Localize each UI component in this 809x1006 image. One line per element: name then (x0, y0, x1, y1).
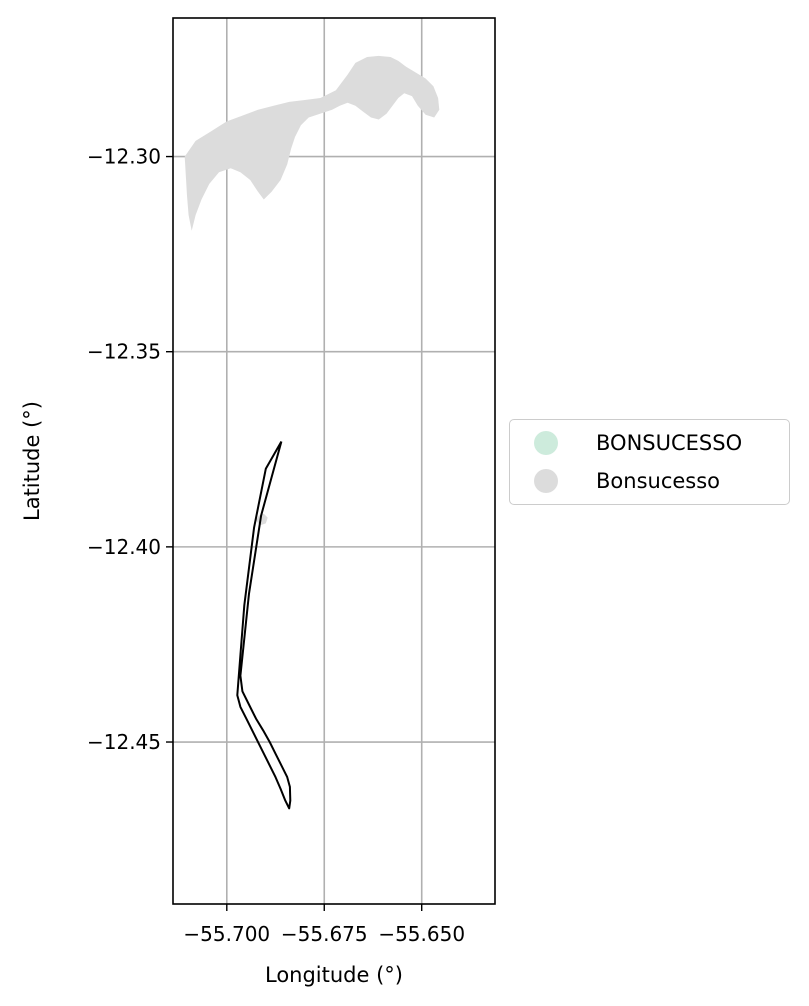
legend-marker-bonsucesso-upper (534, 431, 558, 455)
y-tick-label: −12.40 (87, 535, 161, 559)
y-tick-label: −12.30 (87, 145, 161, 169)
legend: BONSUCESSO Bonsucesso (509, 419, 790, 505)
boundary-outline-line (236, 441, 292, 810)
legend-item-bonsucesso: Bonsucesso (534, 466, 720, 496)
legend-marker-bonsucesso (534, 469, 558, 493)
legend-item-bonsucesso-upper: BONSUCESSO (534, 428, 742, 458)
x-axis-label: Longitude (°) (265, 963, 403, 987)
y-axis-label: Latitude (°) (20, 401, 44, 521)
x-tick-label: −55.675 (281, 922, 368, 946)
bonsucesso-area-polygon (256, 513, 268, 526)
plot-frame (172, 17, 496, 905)
legend-label-bonsucesso: Bonsucesso (596, 469, 721, 493)
x-tick-label: −55.650 (378, 922, 465, 946)
bonsucesso-area (184, 55, 440, 526)
boundary-outline (236, 441, 292, 810)
axis-ticks: −55.700 −55.675 −55.650 −12.30 −12.35 −12.40 −… (87, 145, 465, 946)
y-tick-label: −12.45 (87, 730, 161, 754)
bonsucesso-area-polygon (184, 55, 440, 231)
legend-label-bonsucesso-upper: BONSUCESSO (596, 431, 743, 455)
x-tick-label: −55.700 (183, 922, 270, 946)
y-tick-label: −12.35 (87, 340, 161, 364)
